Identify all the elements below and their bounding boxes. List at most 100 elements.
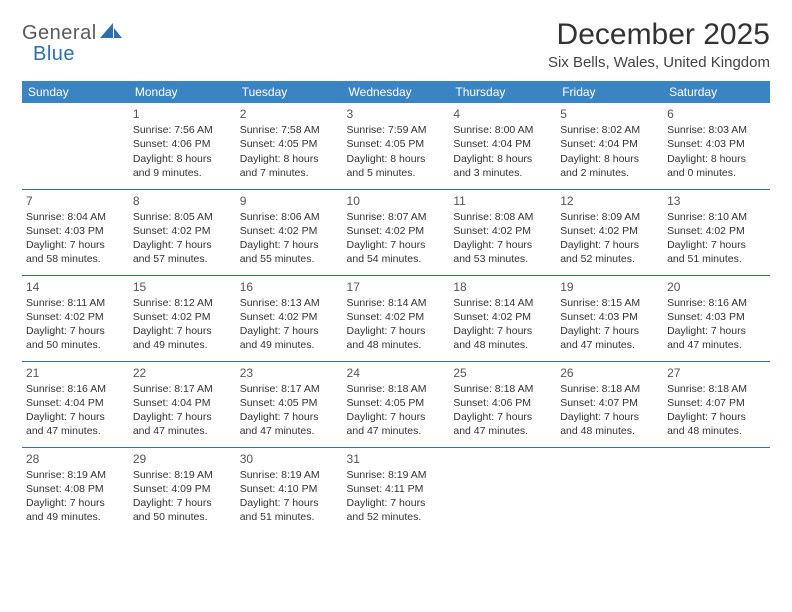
day-cell: 31Sunrise: 8:19 AMSunset: 4:11 PMDayligh… (343, 447, 450, 533)
day-cell: 29Sunrise: 8:19 AMSunset: 4:09 PMDayligh… (129, 447, 236, 533)
location: Six Bells, Wales, United Kingdom (548, 54, 770, 71)
day-cell (22, 103, 129, 189)
sunrise-text: Sunrise: 8:16 AM (667, 296, 766, 310)
day-cell: 28Sunrise: 8:19 AMSunset: 4:08 PMDayligh… (22, 447, 129, 533)
day-number: 2 (240, 106, 339, 122)
sunrise-text: Sunrise: 8:19 AM (240, 468, 339, 482)
daylight-text: Daylight: 7 hours (560, 410, 659, 424)
day-number: 24 (347, 365, 446, 381)
day-cell: 13Sunrise: 8:10 AMSunset: 4:02 PMDayligh… (663, 189, 770, 275)
logo-text-general: General (22, 22, 97, 45)
daylight-text: and 51 minutes. (667, 252, 766, 266)
sunrise-text: Sunrise: 8:18 AM (453, 382, 552, 396)
sunset-text: Sunset: 4:02 PM (26, 310, 125, 324)
day-header: Monday (129, 81, 236, 103)
day-cell: 20Sunrise: 8:16 AMSunset: 4:03 PMDayligh… (663, 275, 770, 361)
day-cell: 8Sunrise: 8:05 AMSunset: 4:02 PMDaylight… (129, 189, 236, 275)
day-number: 20 (667, 279, 766, 295)
day-cell: 19Sunrise: 8:15 AMSunset: 4:03 PMDayligh… (556, 275, 663, 361)
sunrise-text: Sunrise: 8:13 AM (240, 296, 339, 310)
daylight-text: and 53 minutes. (453, 252, 552, 266)
day-number: 1 (133, 106, 232, 122)
sunrise-text: Sunrise: 8:08 AM (453, 210, 552, 224)
day-number: 11 (453, 193, 552, 209)
sunrise-text: Sunrise: 7:59 AM (347, 123, 446, 137)
sunset-text: Sunset: 4:03 PM (560, 310, 659, 324)
logo-sail-icon (100, 22, 122, 45)
day-number: 12 (560, 193, 659, 209)
day-cell: 23Sunrise: 8:17 AMSunset: 4:05 PMDayligh… (236, 361, 343, 447)
day-number: 7 (26, 193, 125, 209)
daylight-text: Daylight: 7 hours (453, 238, 552, 252)
logo-text-blue-wrap: Blue (33, 43, 75, 66)
daylight-text: and 54 minutes. (347, 252, 446, 266)
day-number: 23 (240, 365, 339, 381)
daylight-text: Daylight: 7 hours (667, 410, 766, 424)
day-number: 15 (133, 279, 232, 295)
day-cell: 2Sunrise: 7:58 AMSunset: 4:05 PMDaylight… (236, 103, 343, 189)
sunrise-text: Sunrise: 8:19 AM (133, 468, 232, 482)
daylight-text: and 52 minutes. (347, 510, 446, 524)
daylight-text: Daylight: 7 hours (240, 496, 339, 510)
logo-text-blue: Blue (33, 43, 75, 65)
calendar-table: Sunday Monday Tuesday Wednesday Thursday… (22, 81, 770, 533)
day-number: 9 (240, 193, 339, 209)
daylight-text: Daylight: 7 hours (667, 324, 766, 338)
day-cell: 17Sunrise: 8:14 AMSunset: 4:02 PMDayligh… (343, 275, 450, 361)
daylight-text: Daylight: 7 hours (347, 410, 446, 424)
daylight-text: and 48 minutes. (347, 338, 446, 352)
sunrise-text: Sunrise: 8:06 AM (240, 210, 339, 224)
sunrise-text: Sunrise: 8:19 AM (347, 468, 446, 482)
daylight-text: and 2 minutes. (560, 166, 659, 180)
sunset-text: Sunset: 4:06 PM (133, 137, 232, 151)
day-cell: 30Sunrise: 8:19 AMSunset: 4:10 PMDayligh… (236, 447, 343, 533)
sunrise-text: Sunrise: 8:15 AM (560, 296, 659, 310)
week-row: 7Sunrise: 8:04 AMSunset: 4:03 PMDaylight… (22, 189, 770, 275)
week-row: 14Sunrise: 8:11 AMSunset: 4:02 PMDayligh… (22, 275, 770, 361)
day-cell: 12Sunrise: 8:09 AMSunset: 4:02 PMDayligh… (556, 189, 663, 275)
sunset-text: Sunset: 4:02 PM (347, 224, 446, 238)
daylight-text: Daylight: 7 hours (667, 238, 766, 252)
daylight-text: Daylight: 7 hours (133, 410, 232, 424)
day-cell: 15Sunrise: 8:12 AMSunset: 4:02 PMDayligh… (129, 275, 236, 361)
sunset-text: Sunset: 4:03 PM (26, 224, 125, 238)
day-cell: 11Sunrise: 8:08 AMSunset: 4:02 PMDayligh… (449, 189, 556, 275)
week-row: 21Sunrise: 8:16 AMSunset: 4:04 PMDayligh… (22, 361, 770, 447)
sunrise-text: Sunrise: 8:18 AM (347, 382, 446, 396)
day-number: 3 (347, 106, 446, 122)
day-cell: 22Sunrise: 8:17 AMSunset: 4:04 PMDayligh… (129, 361, 236, 447)
sunrise-text: Sunrise: 8:03 AM (667, 123, 766, 137)
sunset-text: Sunset: 4:04 PM (560, 137, 659, 151)
daylight-text: and 47 minutes. (667, 338, 766, 352)
daylight-text: and 58 minutes. (26, 252, 125, 266)
day-number: 29 (133, 451, 232, 467)
day-cell (556, 447, 663, 533)
day-cell: 3Sunrise: 7:59 AMSunset: 4:05 PMDaylight… (343, 103, 450, 189)
sunrise-text: Sunrise: 8:18 AM (667, 382, 766, 396)
day-number: 19 (560, 279, 659, 295)
day-cell: 6Sunrise: 8:03 AMSunset: 4:03 PMDaylight… (663, 103, 770, 189)
daylight-text: Daylight: 7 hours (26, 238, 125, 252)
sunset-text: Sunset: 4:02 PM (667, 224, 766, 238)
day-number: 16 (240, 279, 339, 295)
sunrise-text: Sunrise: 8:07 AM (347, 210, 446, 224)
sunrise-text: Sunrise: 8:00 AM (453, 123, 552, 137)
sunrise-text: Sunrise: 8:14 AM (453, 296, 552, 310)
daylight-text: Daylight: 8 hours (560, 152, 659, 166)
day-header: Sunday (22, 81, 129, 103)
daylight-text: Daylight: 8 hours (240, 152, 339, 166)
daylight-text: Daylight: 7 hours (133, 238, 232, 252)
day-number: 17 (347, 279, 446, 295)
daylight-text: and 47 minutes. (240, 424, 339, 438)
header: General December 2025 Six Bells, Wales, … (22, 18, 770, 71)
daylight-text: Daylight: 7 hours (453, 324, 552, 338)
daylight-text: Daylight: 7 hours (240, 238, 339, 252)
sunrise-text: Sunrise: 8:12 AM (133, 296, 232, 310)
daylight-text: and 47 minutes. (133, 424, 232, 438)
sunset-text: Sunset: 4:04 PM (26, 396, 125, 410)
sunset-text: Sunset: 4:04 PM (453, 137, 552, 151)
sunset-text: Sunset: 4:03 PM (667, 310, 766, 324)
sunset-text: Sunset: 4:08 PM (26, 482, 125, 496)
day-header: Friday (556, 81, 663, 103)
day-cell: 26Sunrise: 8:18 AMSunset: 4:07 PMDayligh… (556, 361, 663, 447)
